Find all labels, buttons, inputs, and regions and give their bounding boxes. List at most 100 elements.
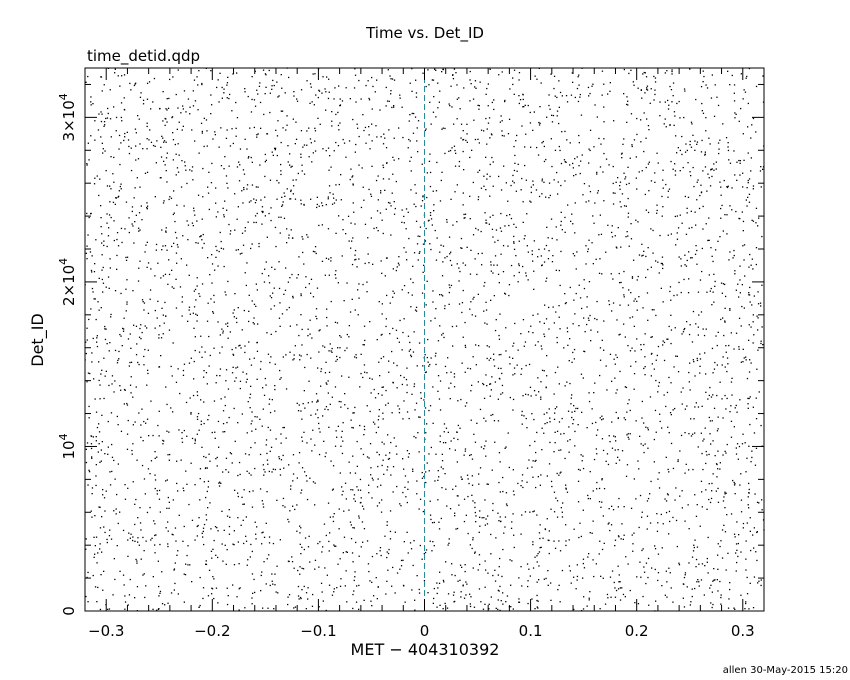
data-point <box>620 246 622 248</box>
data-point <box>124 601 127 603</box>
data-point <box>556 430 559 432</box>
data-point <box>249 358 251 360</box>
data-point <box>680 434 683 437</box>
data-point <box>86 576 88 579</box>
data-point <box>302 146 304 148</box>
data-point <box>692 166 694 169</box>
data-point <box>154 487 156 490</box>
data-point <box>88 216 90 219</box>
data-point <box>293 185 295 187</box>
data-point <box>165 118 167 120</box>
data-point <box>565 484 567 486</box>
data-point <box>637 87 639 89</box>
data-point <box>543 261 546 263</box>
data-point <box>569 338 571 340</box>
data-point <box>296 402 298 404</box>
data-point <box>625 205 627 207</box>
data-point <box>756 531 758 533</box>
data-point <box>100 307 102 309</box>
data-point <box>742 133 744 135</box>
data-point <box>365 142 367 144</box>
data-point <box>375 431 377 434</box>
data-point <box>383 133 385 135</box>
data-point <box>422 510 424 513</box>
data-point <box>352 489 354 491</box>
data-point <box>90 101 92 103</box>
data-point <box>326 574 328 576</box>
data-point <box>610 273 612 275</box>
data-point <box>514 373 516 375</box>
data-point <box>706 190 708 192</box>
data-point <box>735 543 738 545</box>
data-point <box>478 169 481 171</box>
data-point <box>135 132 137 134</box>
data-point <box>226 515 229 517</box>
data-point <box>609 529 611 532</box>
data-point <box>124 498 127 500</box>
data-point <box>554 442 556 444</box>
data-point <box>183 573 185 575</box>
data-point <box>647 576 649 579</box>
data-point <box>750 549 752 552</box>
data-point <box>641 400 643 403</box>
data-point <box>331 594 334 596</box>
data-point <box>130 169 133 172</box>
data-point <box>617 535 620 537</box>
data-point <box>466 474 469 476</box>
data-point <box>457 580 459 582</box>
data-point <box>760 186 762 188</box>
data-point <box>182 540 184 542</box>
data-point <box>618 272 620 275</box>
data-point <box>253 99 256 101</box>
data-point <box>217 265 219 267</box>
data-point <box>366 456 369 458</box>
data-point <box>531 253 533 256</box>
data-point <box>250 543 252 546</box>
data-point <box>154 523 156 525</box>
data-point <box>566 331 569 333</box>
data-point <box>160 355 162 357</box>
data-point <box>170 407 172 409</box>
data-point <box>741 284 743 286</box>
data-point <box>740 361 742 363</box>
data-point <box>161 135 163 137</box>
data-point <box>429 363 431 366</box>
data-point <box>635 177 637 179</box>
data-point <box>409 542 412 544</box>
data-point <box>578 165 580 167</box>
data-point <box>371 555 374 558</box>
data-point <box>537 476 539 478</box>
data-point <box>538 391 540 393</box>
data-point <box>160 146 162 148</box>
data-point <box>154 451 156 453</box>
data-point <box>169 196 171 198</box>
data-point <box>650 353 653 355</box>
data-point <box>253 126 255 129</box>
data-point <box>390 234 392 236</box>
data-point <box>500 115 502 117</box>
data-point <box>521 125 523 127</box>
data-point <box>684 90 686 92</box>
data-point <box>466 583 468 585</box>
data-point <box>517 163 519 165</box>
data-point <box>157 262 159 264</box>
data-point <box>577 501 580 503</box>
data-point <box>216 456 218 459</box>
data-point <box>668 471 670 473</box>
data-point <box>713 273 715 275</box>
data-point <box>360 448 362 450</box>
data-point <box>419 235 421 238</box>
data-point <box>551 121 554 123</box>
data-point <box>704 154 706 156</box>
data-point <box>389 538 392 540</box>
data-point <box>556 96 558 99</box>
data-point <box>631 316 634 318</box>
data-point <box>168 459 170 461</box>
data-point <box>231 110 233 112</box>
data-point <box>706 561 708 563</box>
data-point <box>419 498 422 500</box>
data-point <box>717 487 719 490</box>
data-point <box>427 69 429 71</box>
data-point <box>177 143 179 145</box>
data-point <box>127 539 129 541</box>
